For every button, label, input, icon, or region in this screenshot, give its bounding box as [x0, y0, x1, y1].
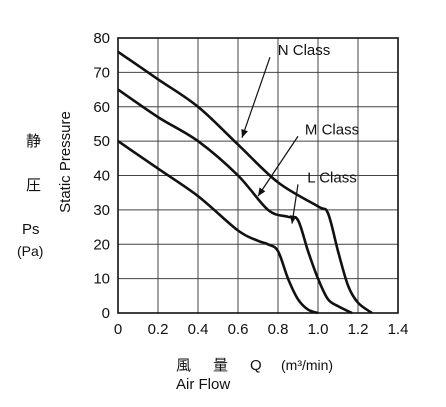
x-label-symbol: Q	[250, 357, 262, 374]
y-tick-label: 20	[93, 236, 110, 253]
annotation-leader-line	[241, 56, 271, 138]
x-tick-label: 0.6	[228, 321, 249, 338]
x-tick-label: 1.0	[308, 321, 329, 338]
annotation-arrowhead	[258, 187, 266, 197]
y-tick-label: 10	[93, 271, 110, 288]
series-line-n-class	[117, 50, 373, 315]
series-annotation-label: M Class	[305, 121, 359, 138]
annotation-arrowhead	[289, 215, 297, 224]
plot-frame	[117, 37, 399, 314]
y-tick-label: 0	[102, 305, 110, 322]
x-label-unit: (m³/min)	[281, 357, 333, 373]
series-line-l-class	[117, 140, 319, 315]
x-tick-label: 1.2	[348, 321, 369, 338]
x-tick-label: 0.8	[268, 321, 289, 338]
y-label-cjk-2: 圧	[26, 176, 41, 194]
y-tick-labels: 0 10 20 30 40 50 60 70 80	[93, 30, 110, 322]
y-tick-label: 80	[93, 30, 110, 47]
y-tick-label: 60	[93, 99, 110, 116]
y-tick-label: 70	[93, 64, 110, 81]
x-label-cjk-2: 量	[213, 356, 228, 374]
y-label-symbol: Ps	[22, 221, 40, 238]
x-tick-label: 0.4	[188, 321, 209, 338]
y-tick-label: 30	[93, 202, 110, 219]
x-label-en: Air Flow	[176, 376, 230, 393]
x-tick-label: 1.4	[388, 321, 409, 338]
x-tick-label: 0.2	[148, 321, 169, 338]
annotations: N Class M Class L Class	[241, 42, 359, 224]
annotation-arrowhead	[241, 128, 248, 138]
y-tick-label: 50	[93, 133, 110, 150]
series-annotation-label: N Class	[278, 42, 331, 59]
y-tick-label: 40	[93, 168, 110, 185]
annotation-leader-line	[257, 135, 299, 197]
x-tick-label: 0	[114, 321, 122, 338]
y-label-unit: (Pa)	[17, 243, 43, 259]
y-label-en: Static Pressure	[57, 111, 74, 213]
x-label-cjk-1: 風	[176, 356, 191, 374]
x-tick-labels: 0 0.2 0.4 0.6 0.8 1.0 1.2 1.4	[114, 321, 409, 338]
y-label-cjk-1: 静	[26, 132, 41, 150]
series-annotation-label: L Class	[307, 169, 356, 186]
